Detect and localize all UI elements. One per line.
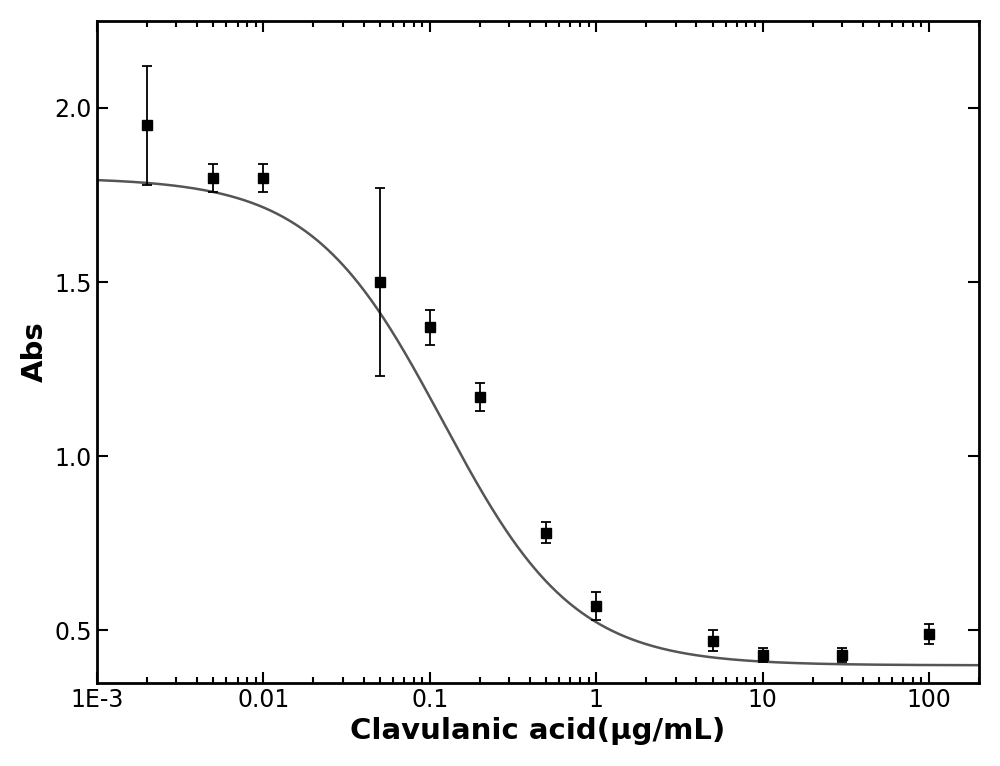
X-axis label: Clavulanic acid(μg/mL): Clavulanic acid(μg/mL) — [350, 717, 726, 745]
Y-axis label: Abs: Abs — [21, 322, 49, 382]
